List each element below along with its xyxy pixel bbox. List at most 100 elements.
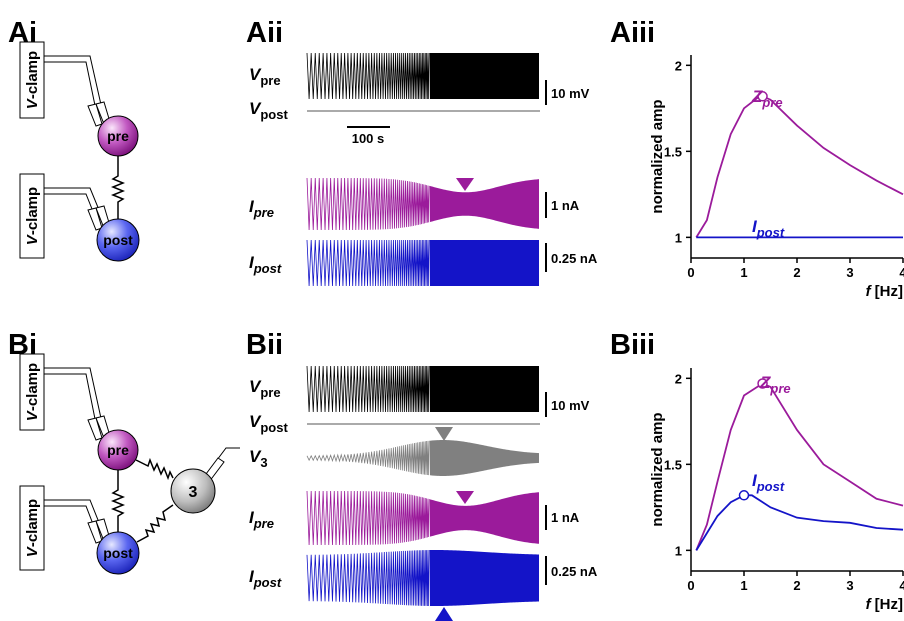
trace-label: Vpre [249, 377, 281, 400]
clamp-text: -clamp [24, 51, 41, 99]
x-tick-label: 1 [740, 578, 747, 593]
x-axis-unit: [Hz] [875, 596, 903, 613]
y-axis-label: normalized amp [649, 412, 666, 526]
cell-label: post [103, 545, 133, 561]
series-name: Z [751, 87, 763, 106]
trace-sub: pre [260, 385, 280, 400]
clamp-text: -clamp [24, 363, 41, 411]
trace-envelope [430, 492, 539, 544]
cell-label: 3 [189, 484, 198, 501]
series-name: Z [759, 373, 771, 392]
trace-label: Ipost [249, 253, 282, 276]
x-tick-label: 3 [846, 578, 853, 593]
x-axis-label: f[Hz] [866, 596, 903, 613]
x-tick-label: 0 [687, 578, 694, 593]
resistor [113, 156, 123, 219]
trace-oscillation [307, 441, 429, 475]
panel-label: Bii [246, 329, 283, 361]
panel-label: Biii [610, 329, 655, 361]
clamp-label: V-clamp [24, 363, 41, 421]
trace-oscillation [307, 550, 429, 606]
scale-label: 10 mV [551, 398, 590, 413]
trace-envelope [430, 53, 539, 99]
trace-oscillation [307, 240, 429, 286]
trace-envelope [430, 179, 539, 229]
trace-oscillation [307, 491, 429, 545]
series-label: Ipost [752, 471, 785, 494]
series-subscript: pre [761, 95, 782, 110]
trace-sub: 3 [260, 455, 267, 470]
y-tick-label: 1.5 [664, 144, 682, 159]
series-line [696, 383, 903, 550]
resistor [137, 505, 173, 542]
scale-label: 0.25 nA [551, 564, 598, 579]
series-label: Zpre [751, 87, 783, 110]
pipette-wire [44, 506, 98, 537]
page: { "panel_labels": ["Ai", "Aii", "Aiii", … [0, 0, 904, 621]
series-subscript: pre [769, 381, 790, 396]
series-label: Ipost [752, 217, 785, 240]
x-tick-label: 1 [740, 265, 747, 280]
trace-label: Ipre [249, 508, 274, 531]
marker-triangle [456, 491, 474, 504]
trace-oscillation [307, 53, 429, 99]
scale-label: 0.25 nA [551, 251, 598, 266]
trace-sub: pre [260, 73, 280, 88]
trace-sub: post [253, 261, 282, 276]
y-tick-label: 1 [675, 230, 682, 245]
trace-label: Vpost [249, 412, 288, 435]
trace-label: Vpre [249, 65, 281, 88]
trace-label: V3 [249, 447, 268, 470]
x-tick-label: 4 [899, 578, 904, 593]
x-tick-label: 2 [793, 578, 800, 593]
series-line [696, 495, 903, 550]
trace-sub: pre [253, 205, 274, 220]
y-tick-label: 2 [675, 58, 682, 73]
marker-triangle [456, 178, 474, 191]
x-axis-unit: [Hz] [875, 283, 903, 300]
x-axis-var: f [866, 283, 873, 300]
series-subscript: post [756, 479, 785, 494]
clamp-label: V-clamp [24, 51, 41, 109]
trace-sub: post [260, 420, 288, 435]
resistor [113, 470, 123, 532]
series-line [696, 96, 903, 237]
cell-label: post [103, 232, 133, 248]
y-axis-label: normalized amp [649, 99, 666, 213]
clamp-text: -clamp [24, 187, 41, 235]
trace-oscillation [307, 366, 429, 412]
clamp-text: -clamp [24, 499, 41, 547]
series-subscript: post [756, 225, 785, 240]
x-tick-label: 2 [793, 265, 800, 280]
x-tick-label: 0 [687, 265, 694, 280]
cell-label: pre [107, 128, 129, 144]
diagram-b [20, 354, 240, 574]
cell-label: pre [107, 442, 129, 458]
clamp-label: V-clamp [24, 187, 41, 245]
x-tick-label: 3 [846, 265, 853, 280]
x-tick-label: 4 [899, 265, 904, 280]
pipette-wire [44, 194, 98, 224]
peak-marker [740, 491, 749, 500]
marker-triangle [435, 427, 453, 441]
y-tick-label: 1 [675, 543, 682, 558]
x-axis-label: f[Hz] [866, 283, 903, 300]
trace-envelope [430, 240, 539, 286]
trace-envelope [430, 440, 539, 476]
trace-sub: pre [253, 516, 274, 531]
trace-sub: post [260, 107, 288, 122]
scale-label: 1 nA [551, 198, 580, 213]
figure: Ai Aii Aiii Bi Bii Biii V-clamp V-clamp … [0, 0, 904, 621]
scale-label: 10 mV [551, 86, 590, 101]
clamp-label: V-clamp [24, 499, 41, 557]
trace-label: Ipre [249, 197, 274, 220]
x-axis-var: f [866, 596, 873, 613]
trace-oscillation [307, 178, 429, 230]
y-tick-label: 2 [675, 371, 682, 386]
trace-envelope [430, 366, 539, 412]
panel-label: Aiii [610, 17, 655, 49]
series-label: Zpre [759, 373, 791, 396]
trace-sub: post [253, 575, 282, 590]
resistor [136, 460, 173, 478]
scale-label: 1 nA [551, 510, 580, 525]
